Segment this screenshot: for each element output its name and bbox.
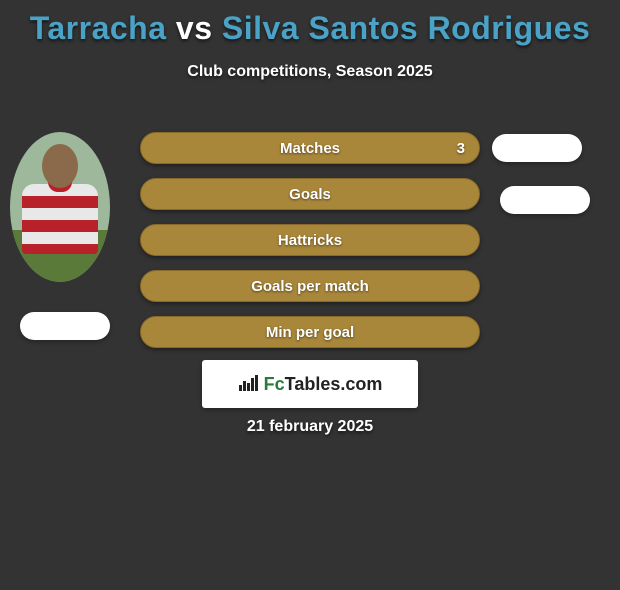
site-name-fc: Fc [264, 374, 285, 394]
site-name: FcTables.com [264, 374, 383, 395]
stat-label: Min per goal [266, 324, 354, 341]
title-p2: Silva Santos Rodrigues [212, 10, 590, 46]
stat-row-goals-per-match: Goals per match [140, 270, 480, 302]
footer-date: 21 february 2025 [0, 418, 620, 436]
stat-value: 3 [457, 140, 465, 157]
title-p1: Tarracha [30, 10, 176, 46]
site-bars-icon [238, 375, 260, 393]
stat-row-hattricks: Hattricks [140, 224, 480, 256]
stat-label: Matches [280, 140, 340, 157]
site-name-rest: Tables.com [285, 374, 383, 394]
stat-label: Goals [289, 186, 331, 203]
pill-1 [492, 134, 582, 162]
page-title: Tarracha vs Silva Santos Rodrigues [0, 10, 620, 47]
stat-row-matches: Matches 3 [140, 132, 480, 164]
subtitle: Club competitions, Season 2025 [0, 63, 620, 81]
pill-2 [500, 186, 590, 214]
title-vs: vs [176, 10, 213, 46]
stat-label: Goals per match [251, 278, 369, 295]
pill-0 [20, 312, 110, 340]
stats-panel: Matches 3 Goals Hattricks Goals per match Min… [140, 132, 480, 362]
stat-row-min-per-goal: Min per goal [140, 316, 480, 348]
photo-head [42, 144, 78, 188]
player1-photo [10, 132, 110, 282]
photo-jersey [22, 184, 98, 254]
site-badge: FcTables.com [202, 360, 418, 408]
stat-row-goals: Goals [140, 178, 480, 210]
stat-label: Hattricks [278, 232, 342, 249]
